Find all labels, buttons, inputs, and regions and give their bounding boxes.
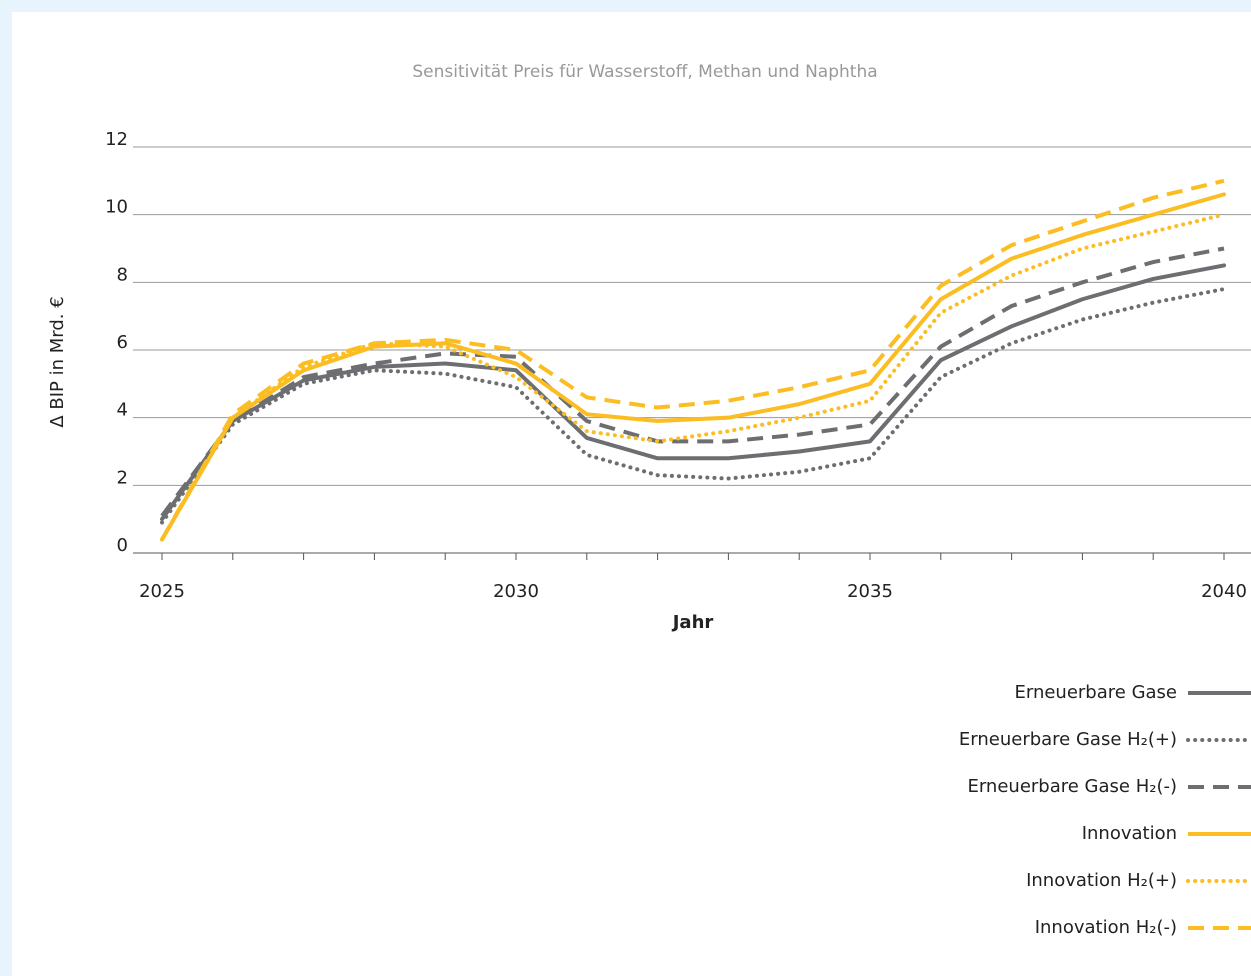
y-tick-label: 12 — [105, 129, 128, 150]
legend-label: Innovation H₂(+) — [1026, 870, 1177, 891]
y-tick-label: 2 — [117, 467, 128, 488]
x-tick-label: 2030 — [493, 581, 539, 602]
y-tick-label: 4 — [117, 400, 128, 421]
y-tick-label: 6 — [117, 332, 128, 353]
x-tick-label: 2040 — [1201, 581, 1247, 602]
series-line — [160, 246, 1225, 517]
x-tick-label: 2035 — [847, 581, 893, 602]
series-line — [160, 212, 1226, 542]
legend-label: Erneuerbare Gase H₂(+) — [959, 729, 1177, 750]
x-tick-label: 2025 — [139, 581, 185, 602]
series-line — [160, 178, 1225, 541]
series-line — [160, 192, 1226, 542]
y-axis-label: Δ BIP in Mrd. € — [47, 296, 68, 427]
legend-label: Innovation — [1082, 823, 1177, 844]
series-line — [160, 287, 1226, 525]
y-tick-label: 10 — [105, 197, 128, 218]
legend-label: Innovation H₂(-) — [1035, 917, 1177, 938]
panel — [12, 12, 1251, 976]
chart-title: Sensitivität Preis für Wasserstoff, Meth… — [412, 62, 877, 82]
y-tick-label: 8 — [117, 264, 128, 285]
series-line — [160, 263, 1226, 522]
legend-label: Erneuerbare Gase — [1014, 682, 1177, 703]
x-axis-label: Jahr — [671, 612, 714, 633]
y-tick-label: 0 — [117, 535, 128, 556]
legend-label: Erneuerbare Gase H₂(-) — [967, 776, 1177, 797]
